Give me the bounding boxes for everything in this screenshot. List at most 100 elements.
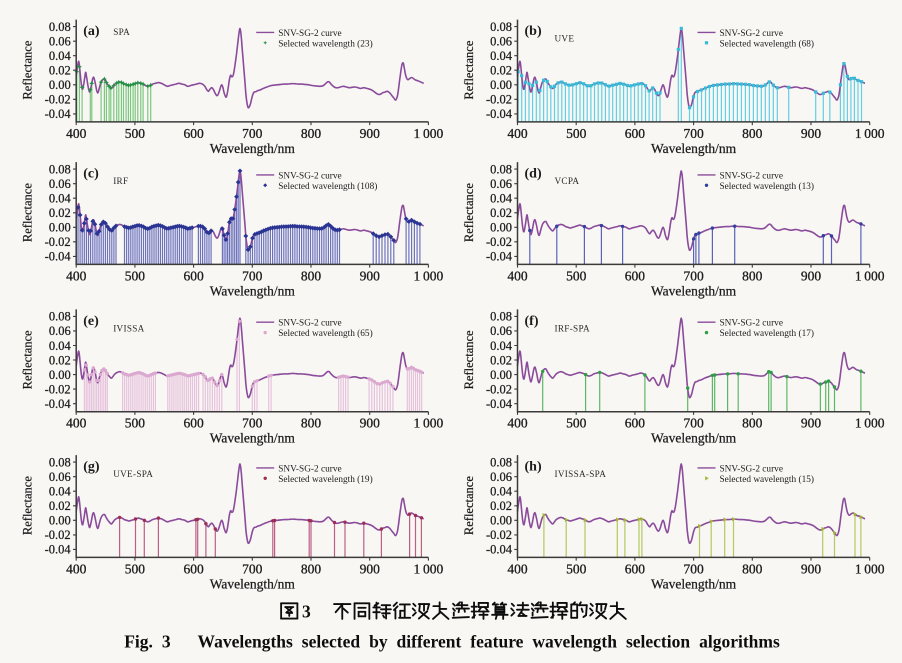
svg-text:0.02: 0.02 xyxy=(49,64,71,78)
svg-text:800: 800 xyxy=(742,126,763,141)
svg-text:900: 900 xyxy=(360,268,381,283)
svg-text:Wavelength/nm: Wavelength/nm xyxy=(210,431,296,446)
svg-text:-0.04: -0.04 xyxy=(45,543,72,557)
svg-text:-0.02: -0.02 xyxy=(45,93,71,107)
svg-text:700: 700 xyxy=(683,561,704,576)
svg-text:0.04: 0.04 xyxy=(490,192,513,206)
svg-text:800: 800 xyxy=(301,268,322,283)
svg-text:500: 500 xyxy=(566,268,587,283)
svg-text:0.04: 0.04 xyxy=(49,485,72,499)
svg-text:0.06: 0.06 xyxy=(49,177,71,191)
svg-text:1 000: 1 000 xyxy=(855,126,885,141)
svg-text:(h): (h) xyxy=(525,460,542,475)
svg-text:900: 900 xyxy=(801,126,822,141)
svg-text:600: 600 xyxy=(183,561,204,576)
svg-text:400: 400 xyxy=(507,126,528,141)
svg-text:IVISSA-SPA: IVISSA-SPA xyxy=(555,469,607,479)
svg-text:-0.04: -0.04 xyxy=(486,107,513,121)
svg-text:0.02: 0.02 xyxy=(49,206,71,220)
svg-text:Wavelength/nm: Wavelength/nm xyxy=(651,431,737,446)
svg-text:Fig. 3 Wavelengths selected: Fig. 3 Wavelengths selected by different… xyxy=(124,632,780,652)
svg-text:800: 800 xyxy=(301,416,322,431)
svg-text:0.06: 0.06 xyxy=(49,470,71,484)
svg-text:0.08: 0.08 xyxy=(49,20,71,34)
svg-text:500: 500 xyxy=(125,126,146,141)
svg-text:Reflectance: Reflectance xyxy=(21,476,35,535)
svg-text:Wavelength/nm: Wavelength/nm xyxy=(210,141,296,156)
svg-text:1 000: 1 000 xyxy=(414,561,444,576)
svg-text:400: 400 xyxy=(507,561,528,576)
svg-text:500: 500 xyxy=(125,561,146,576)
svg-text:-0.04: -0.04 xyxy=(486,543,513,557)
svg-text:Selected wavelength (17): Selected wavelength (17) xyxy=(720,328,814,339)
svg-text:0.02: 0.02 xyxy=(49,499,71,513)
svg-text:-0.02: -0.02 xyxy=(486,93,512,107)
svg-text:(b): (b) xyxy=(525,24,542,39)
svg-text:800: 800 xyxy=(742,561,763,576)
svg-text:0.08: 0.08 xyxy=(490,162,512,176)
svg-text:(f): (f) xyxy=(525,314,539,329)
svg-text:UVE: UVE xyxy=(555,34,575,44)
svg-text:SNV-SG-2 curve: SNV-SG-2 curve xyxy=(278,171,341,181)
svg-text:0.00: 0.00 xyxy=(490,514,512,528)
svg-text:(e): (e) xyxy=(83,314,99,329)
svg-text:-0.02: -0.02 xyxy=(486,528,512,542)
svg-text:500: 500 xyxy=(566,126,587,141)
svg-text:SNV-SG-2 curve: SNV-SG-2 curve xyxy=(720,171,783,181)
svg-text:700: 700 xyxy=(683,416,704,431)
svg-text:Wavelength/nm: Wavelength/nm xyxy=(210,283,296,298)
svg-text:Reflectance: Reflectance xyxy=(462,183,476,242)
svg-text:0.02: 0.02 xyxy=(490,499,512,513)
svg-text:0.00: 0.00 xyxy=(490,221,512,235)
svg-text:SPA: SPA xyxy=(113,27,130,37)
svg-text:1 000: 1 000 xyxy=(414,268,444,283)
svg-text:Selected wavelength (19): Selected wavelength (19) xyxy=(278,474,372,485)
svg-text:0.00: 0.00 xyxy=(49,221,71,235)
svg-text:Selected wavelength (15): Selected wavelength (15) xyxy=(720,474,814,485)
svg-text:0.02: 0.02 xyxy=(490,206,512,220)
svg-text:SNV-SG-2 curve: SNV-SG-2 curve xyxy=(278,464,341,474)
svg-text:800: 800 xyxy=(301,126,322,141)
svg-text:0.06: 0.06 xyxy=(490,177,512,191)
svg-text:700: 700 xyxy=(683,268,704,283)
svg-text:400: 400 xyxy=(66,268,87,283)
svg-text:Reflectance: Reflectance xyxy=(21,40,35,99)
svg-text:900: 900 xyxy=(360,416,381,431)
svg-text:Reflectance: Reflectance xyxy=(462,40,476,99)
svg-text:700: 700 xyxy=(242,268,263,283)
svg-text:0.06: 0.06 xyxy=(49,324,71,338)
svg-text:Reflectance: Reflectance xyxy=(462,330,476,389)
svg-text:900: 900 xyxy=(801,268,822,283)
svg-text:0.04: 0.04 xyxy=(49,339,72,353)
svg-text:-0.02: -0.02 xyxy=(45,382,71,396)
svg-text:Wavelength/nm: Wavelength/nm xyxy=(651,141,737,156)
svg-text:400: 400 xyxy=(507,268,528,283)
svg-text:(d): (d) xyxy=(525,167,542,182)
svg-text:700: 700 xyxy=(242,416,263,431)
svg-text:IRF: IRF xyxy=(113,176,128,186)
svg-text:0.08: 0.08 xyxy=(490,455,512,469)
svg-text:900: 900 xyxy=(360,126,381,141)
svg-text:400: 400 xyxy=(66,126,87,141)
svg-text:600: 600 xyxy=(183,416,204,431)
svg-text:-0.02: -0.02 xyxy=(486,235,512,249)
svg-text:-0.02: -0.02 xyxy=(45,528,71,542)
svg-text:900: 900 xyxy=(360,561,381,576)
svg-text:SNV-SG-2 curve: SNV-SG-2 curve xyxy=(720,29,783,39)
svg-text:1 000: 1 000 xyxy=(414,126,444,141)
svg-text:0.06: 0.06 xyxy=(490,324,512,338)
svg-text:3: 3 xyxy=(302,602,311,622)
svg-text:Selected wavelength (68): Selected wavelength (68) xyxy=(720,38,814,49)
svg-text:600: 600 xyxy=(625,416,646,431)
svg-text:-0.04: -0.04 xyxy=(486,250,513,264)
svg-text:SNV-SG-2 curve: SNV-SG-2 curve xyxy=(278,29,341,39)
svg-text:1 000: 1 000 xyxy=(855,268,885,283)
svg-text:-0.02: -0.02 xyxy=(45,235,71,249)
svg-text:600: 600 xyxy=(183,268,204,283)
svg-text:600: 600 xyxy=(625,268,646,283)
svg-text:0.02: 0.02 xyxy=(49,353,71,367)
svg-text:0.04: 0.04 xyxy=(490,485,513,499)
svg-text:0.08: 0.08 xyxy=(49,162,71,176)
svg-text:Wavelength/nm: Wavelength/nm xyxy=(210,576,296,591)
svg-text:0.08: 0.08 xyxy=(49,455,71,469)
